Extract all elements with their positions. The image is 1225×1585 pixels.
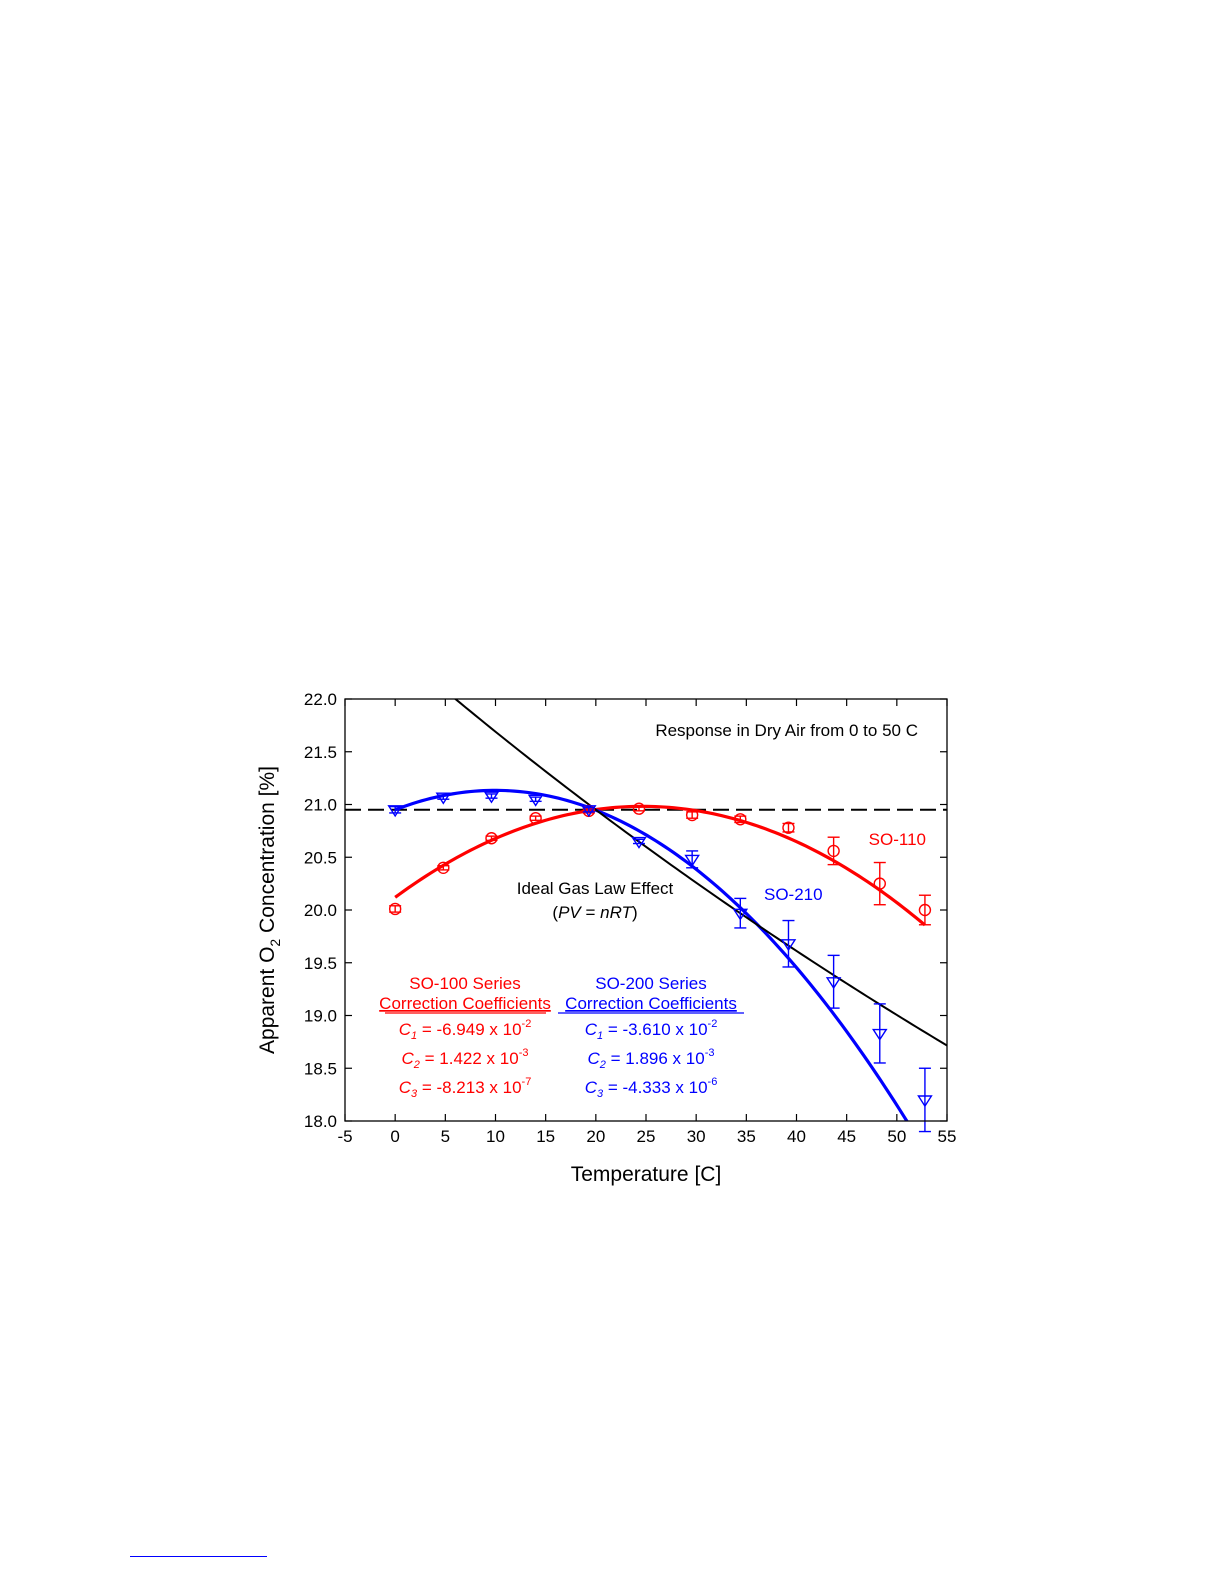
error-bar [389,805,402,814]
error-bar [918,894,931,926]
y-tick-label: 18.5 [304,1059,337,1078]
data-point-so110 [632,802,646,815]
error-bar [437,794,450,800]
fit-curve-so110 [394,804,926,927]
so100-heading: SO-100 Series [409,974,521,993]
error-bar [632,838,645,845]
so200-subheading: Correction Coefficients [565,994,737,1013]
data-point-so110 [685,808,699,822]
so200-coefficient-c3: C3 = -4.333 x 10-6 [585,1076,718,1100]
x-tick-label: 20 [586,1127,605,1146]
x-axis-ticks: -5 0 5 10 15 20 25 30 35 40 45 50 55 [337,699,956,1146]
data-point-so210 [387,805,403,818]
x-axis-label: Temperature [C] [571,1163,722,1186]
y-axis-label: Apparent O2 Concentration [%] [256,766,283,1054]
y-tick-label: 21.5 [304,743,337,762]
y-axis-ticks: 18.0 18.5 19.0 19.5 20.0 20.5 21.0 21.5 22.0 [304,690,947,1131]
error-bar [827,836,840,866]
error-bar [582,806,595,813]
chart-figure: -5 0 5 10 15 20 25 30 35 40 45 50 55 18.0 18.5 19.0 19.… [248,680,968,1190]
data-point-so210 [483,791,500,804]
data-point-so110 [873,877,886,890]
error-bar [485,835,498,842]
data-point-so110 [529,812,542,825]
ideal-gas-title: Ideal Gas Law Effect [517,879,674,898]
x-tick-label: 40 [787,1127,806,1146]
so110-series-label: SO-110 [869,830,926,849]
y-tick-label: 22.0 [304,690,337,709]
error-bar [873,861,886,906]
error-bar [686,811,699,819]
data-point-so110 [734,813,747,826]
error-bar [485,793,498,799]
so210-series-label: SO-210 [764,885,823,904]
data-point-so210 [527,794,544,807]
x-tick-label: 10 [486,1127,505,1146]
x-tick-label: 0 [390,1127,399,1146]
data-point-so210 [917,1095,933,1108]
fit-curve-so210 [394,788,909,1121]
data-point-so210 [732,908,749,921]
so100-subheading: Correction Coefficients [379,994,551,1013]
y-tick-label: 19.5 [304,954,337,973]
error-bar [873,1003,886,1064]
data-point-so110 [782,821,795,834]
x-tick-label: 15 [536,1127,555,1146]
error-bar [529,796,542,803]
x-tick-label: 55 [938,1127,957,1146]
ideal-gas-equation: (PV = nRT) [552,903,637,922]
data-point-so110 [918,903,932,917]
so100-coefficients-block: SO-100 Series Correction Coefficients C1… [379,974,551,1100]
data-point-so210 [581,805,597,818]
chart-svg: -5 0 5 10 15 20 25 30 35 40 45 50 55 18.0 18.5 19.0 19.… [256,690,956,1186]
x-tick-label: 30 [687,1127,706,1146]
so100-coefficient-c3: C3 = -8.213 x 10-7 [399,1076,532,1100]
error-bar [529,815,542,822]
x-tick-label: 45 [837,1127,856,1146]
error-bar [782,919,795,968]
data-point-so110 [388,902,402,916]
y-tick-label: 18.0 [304,1112,337,1131]
chart-title: Response in Dry Air from 0 to 50 C [655,721,918,740]
so200-coefficient-c1: C1 = -3.610 x 10-2 [585,1018,718,1042]
so100-coefficient-c2: C2 = 1.422 x 10-3 [402,1047,529,1071]
data-point-so210 [825,977,842,990]
so100-coefficient-c1: C1 = -6.949 x 10-2 [399,1018,532,1042]
footnote-rule [130,1556,267,1557]
x-tick-label: 35 [737,1127,756,1146]
data-point-so210 [435,792,452,805]
error-bar [389,905,402,913]
plot-points-layer [387,791,933,1133]
error-bar [632,805,645,812]
data-point-so210 [871,1028,888,1041]
error-bar [437,864,450,871]
y-tick-label: 19.0 [304,1007,337,1026]
x-tick-label: 50 [887,1127,906,1146]
y-tick-label: 21.0 [304,796,337,815]
data-point-so110 [827,844,840,858]
plot-lines-layer [345,699,947,1121]
data-point-so110 [437,861,450,875]
so200-coefficients-block: SO-200 Series Correction Coefficients C1… [558,974,744,1100]
so200-heading: SO-200 Series [595,974,707,993]
x-tick-label: -5 [337,1127,352,1146]
data-point-so210 [684,854,700,867]
x-tick-label: 5 [441,1127,450,1146]
data-point-so210 [780,939,797,952]
error-bar [827,954,840,1009]
so200-coefficient-c2: C2 = 1.896 x 10-3 [588,1047,715,1071]
x-tick-label: 25 [637,1127,656,1146]
y-tick-label: 20.0 [304,901,337,920]
data-point-so110 [485,832,498,845]
y-tick-label: 20.5 [304,848,337,867]
fit-curve-ideal-gas [453,699,947,1047]
data-point-so210 [631,836,647,849]
error-bar [734,897,747,929]
